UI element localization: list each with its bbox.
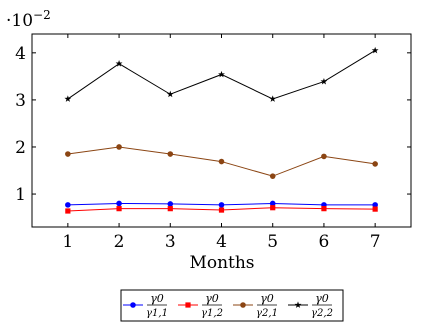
- data-point: [65, 202, 71, 208]
- data-point: [116, 200, 122, 207]
- legend-denominator: γ1,2: [201, 308, 223, 319]
- data-point: [269, 200, 276, 207]
- legend-denominator: γ1,1: [146, 308, 168, 319]
- data-point: [115, 60, 123, 67]
- legend-item-2: γ0 γ1,2: [178, 292, 223, 319]
- x-tick-label: 4: [216, 232, 227, 252]
- y-axis-ticks: 1 2 3 4: [15, 44, 411, 205]
- legend-numerator: γ0: [315, 292, 329, 305]
- x-tick-label: 5: [267, 232, 278, 252]
- data-point: [269, 95, 277, 102]
- data-point: [372, 206, 378, 212]
- data-point: [64, 95, 72, 102]
- x-axis-label: Months: [189, 253, 254, 273]
- data-point: [321, 153, 327, 160]
- legend-numerator: γ0: [205, 292, 219, 305]
- x-tick-label: 2: [114, 232, 125, 252]
- x-tick-label: 1: [62, 232, 73, 252]
- legend: γ0 γ1,1 γ0 γ1,2 γ0 γ2,1 γ0 γ2,2: [120, 289, 344, 322]
- scale-exponent-label: ·10−2: [6, 8, 51, 31]
- data-point: [269, 173, 276, 179]
- data-point: [167, 206, 173, 212]
- y-tick-label: 4: [15, 44, 26, 64]
- series-layer: [64, 46, 379, 214]
- y-tick-label: 2: [15, 138, 26, 158]
- data-point: [218, 202, 225, 208]
- data-point: [218, 158, 225, 165]
- x-axis-ticks: 1 2 3 4 5 6 7: [62, 34, 381, 252]
- legend-marker: [130, 302, 136, 308]
- data-point: [65, 208, 71, 214]
- data-point: [116, 206, 122, 212]
- scale-base: ·10: [6, 11, 33, 31]
- data-point: [218, 70, 225, 78]
- data-point: [372, 161, 378, 167]
- data-point: [321, 206, 327, 212]
- data-point: [371, 46, 379, 54]
- legend-denominator: γ2,2: [311, 308, 333, 319]
- data-point: [372, 202, 378, 208]
- data-point: [320, 77, 328, 85]
- y-tick-label: 1: [15, 185, 26, 205]
- y-tick-label: 3: [15, 91, 26, 111]
- series-3: [65, 144, 378, 179]
- scale-exponent: −2: [33, 8, 51, 22]
- series-2: [65, 205, 378, 214]
- legend-marker: [294, 301, 302, 308]
- data-point: [167, 201, 174, 207]
- legend-numerator: γ0: [150, 292, 164, 305]
- legend-denominator: γ2,1: [256, 308, 278, 319]
- data-point: [167, 151, 174, 157]
- data-point: [65, 151, 71, 157]
- legend-item-1: γ0 γ1,1: [123, 292, 168, 319]
- legend-item-3: γ0 γ2,1: [233, 292, 278, 319]
- data-point: [270, 205, 276, 211]
- legend-numerator: γ0: [260, 292, 274, 305]
- series-4: [64, 46, 379, 102]
- data-point: [166, 90, 174, 98]
- data-point: [218, 207, 225, 213]
- legend-item-4: γ0 γ2,2: [288, 292, 333, 319]
- legend-marker: [240, 302, 246, 308]
- series-1: [65, 200, 378, 208]
- data-point: [116, 144, 122, 150]
- legend-marker: [185, 302, 191, 308]
- x-tick-label: 7: [370, 232, 381, 252]
- x-tick-label: 6: [319, 232, 330, 252]
- x-tick-label: 3: [165, 232, 176, 252]
